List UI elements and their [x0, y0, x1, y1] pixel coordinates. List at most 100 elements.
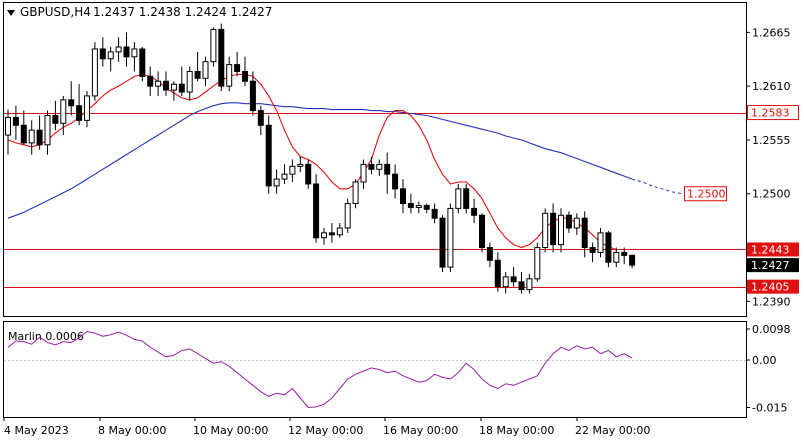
candle: [629, 254, 636, 269]
candle-body-bear: [384, 163, 391, 175]
candle: [163, 71, 169, 96]
candle-body-bear: [194, 70, 201, 79]
candle: [147, 66, 154, 96]
candle: [249, 71, 256, 116]
candle-body-bear: [76, 105, 83, 121]
candle-body-bear: [494, 259, 501, 288]
candle: [170, 81, 177, 101]
candle-body-bull: [60, 99, 67, 124]
candle: [479, 213, 485, 253]
candle: [60, 95, 67, 136]
indicator-tick-label: 0.0098: [752, 323, 791, 336]
candle-body-bull: [226, 64, 233, 87]
candle-body-bull: [289, 165, 296, 175]
current-price-label: 1.2427: [747, 258, 799, 273]
current-price-label-text: 1.2427: [751, 259, 790, 272]
candle-body-bull: [297, 163, 304, 167]
ma-blue-line: [7, 102, 633, 219]
price-tick-label: 1.2610: [752, 80, 791, 93]
candle-body-bear: [471, 207, 478, 216]
candle-body-bear: [550, 212, 557, 246]
candle: [99, 37, 106, 67]
target-price-label: 1.2500: [684, 186, 727, 202]
candle-body-bull: [447, 207, 454, 268]
candle: [131, 42, 138, 72]
candle: [605, 230, 612, 268]
candle: [392, 164, 399, 199]
candle-body-bull: [131, 48, 138, 58]
candle: [565, 211, 572, 233]
candle-body-bull: [502, 276, 509, 288]
candle-body-bull: [360, 163, 367, 183]
candle: [447, 203, 454, 272]
price-tick-label: 1.2555: [752, 134, 791, 147]
candle: [550, 203, 557, 253]
price-tick-label: 1.2500: [752, 188, 791, 201]
ohlc-values: 1.2437 1.2438 1.2424 1.2427: [93, 5, 272, 19]
candle: [352, 179, 359, 209]
time-tick-label: 8 May 00:00: [98, 424, 166, 437]
candle-body-bull: [534, 247, 541, 280]
candle: [558, 208, 564, 253]
candle: [273, 169, 280, 194]
candle: [376, 159, 383, 177]
candle: [368, 156, 375, 175]
price-tick-label: 1.2390: [752, 295, 791, 308]
candle: [68, 81, 75, 116]
candle: [36, 115, 43, 150]
target-price-box: [684, 186, 727, 202]
candle: [289, 159, 296, 182]
price-labels: 1.2583 1.2443 1.2405 1.2427 1.2500: [684, 105, 799, 294]
candle-body-bull: [107, 51, 114, 60]
candle-body-bear: [52, 114, 59, 124]
candle-body-bear: [178, 83, 185, 93]
candle: [455, 183, 462, 214]
candle-body-bear: [486, 247, 493, 261]
candle-body-bear: [368, 163, 375, 170]
candle: [52, 100, 59, 131]
candle-body-bear: [605, 232, 612, 263]
ma-red-line: [7, 73, 633, 251]
candle-body-bear: [305, 163, 312, 185]
candle-body-bear: [328, 232, 335, 236]
candle: [186, 66, 193, 101]
candle-body-bear: [565, 214, 572, 229]
ma-blue-projection: [631, 178, 683, 195]
indicator-frame: [3, 321, 747, 418]
candle-body-bull: [5, 116, 11, 136]
candle: [494, 252, 501, 292]
candle: [257, 105, 264, 136]
candle: [471, 198, 478, 224]
candle-body-bull: [202, 61, 209, 79]
candle: [313, 174, 320, 243]
candle: [234, 51, 241, 77]
candle: [123, 32, 130, 67]
candle-body-bull: [542, 212, 549, 249]
candle: [20, 110, 27, 145]
candle-body-bear: [99, 48, 106, 60]
candle-body-bull: [84, 95, 90, 121]
candle: [115, 37, 122, 62]
candle: [155, 71, 162, 96]
candle-body-bear: [257, 110, 264, 126]
price-axis: 1.2665 1.2610 1.2555 1.2500 1.2390: [746, 26, 791, 308]
candle: [423, 203, 430, 214]
candle-body-bear: [589, 247, 596, 253]
candle-body-bull: [573, 217, 580, 229]
moving-averages: [7, 73, 683, 251]
candle-body-bull: [376, 163, 383, 170]
candle-body-bear: [123, 46, 130, 58]
candle-body-bull: [210, 28, 217, 63]
candle: [384, 152, 391, 194]
candle-body-bear: [139, 48, 146, 77]
candle-body-bear: [392, 173, 399, 190]
candle: [573, 213, 580, 235]
dropdown-triangle-icon[interactable]: [7, 10, 15, 16]
time-tick-label: 10 May 00:00: [193, 424, 268, 437]
main-chart-frame: [3, 2, 747, 317]
candle: [407, 193, 414, 214]
candle: [597, 227, 604, 258]
candle: [321, 227, 327, 245]
